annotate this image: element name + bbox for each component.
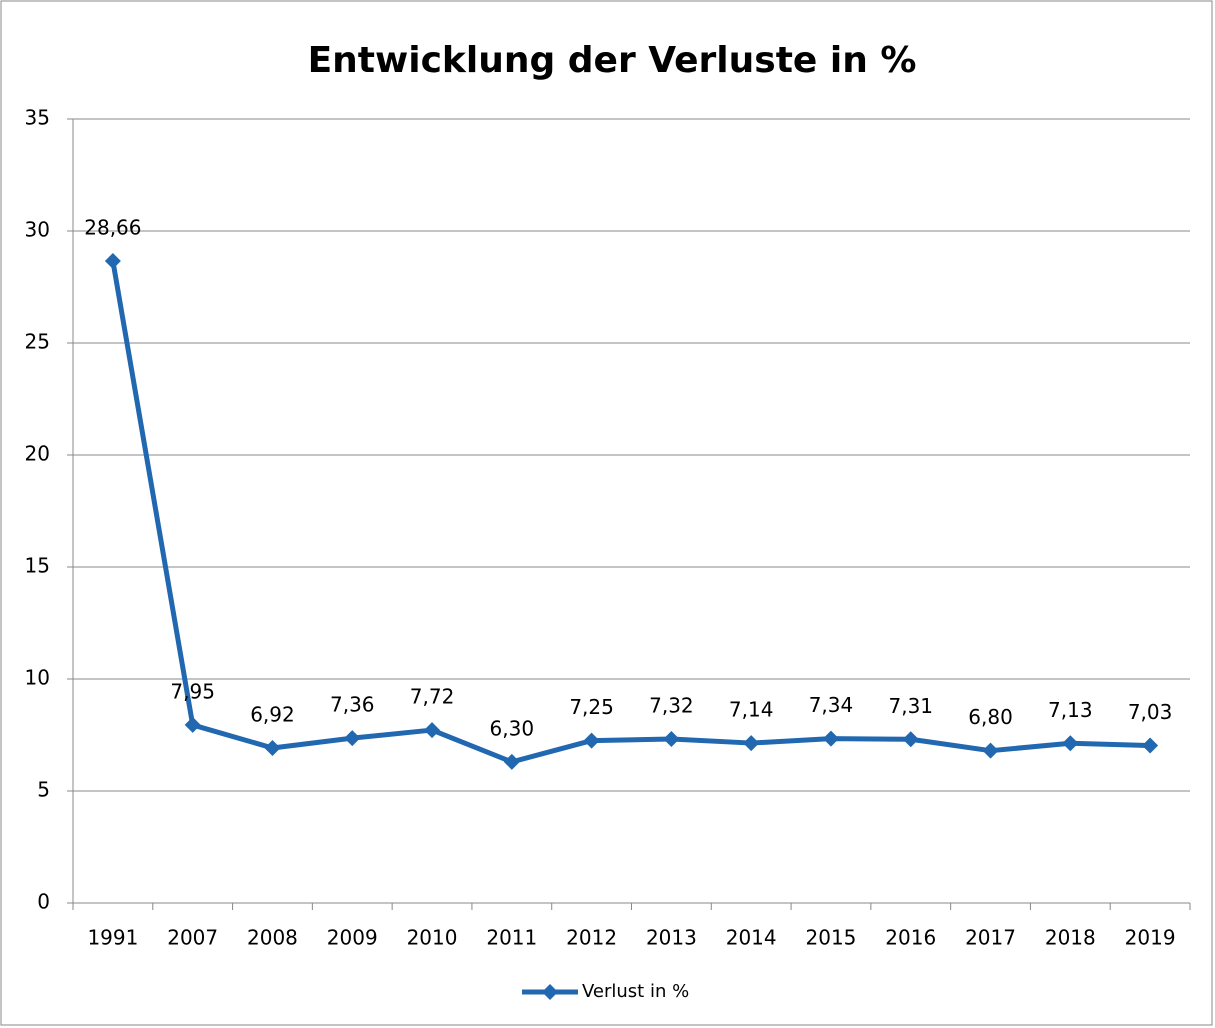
data-label: 7,14 [729,698,774,722]
data-label: 7,25 [569,695,614,719]
data-label: 7,95 [170,679,215,703]
x-tick-label: 2012 [566,926,617,950]
data-label: 7,36 [330,693,375,717]
x-tick-label: 2009 [327,926,378,950]
data-label: 7,72 [410,685,455,709]
data-point [1062,735,1079,752]
y-tick-label: 15 [25,554,50,578]
series-line [110,260,1151,765]
y-tick-label: 5 [37,778,50,802]
legend-label: Verlust in % [582,981,689,1002]
data-label: 6,92 [250,702,295,726]
x-tick-label: 1991 [87,926,138,950]
data-point [743,735,760,752]
data-label: 6,30 [490,716,535,740]
data-point [1142,737,1159,754]
data-label: 7,32 [649,694,694,718]
y-tick-label: 20 [25,442,50,466]
data-point [344,730,361,747]
data-point [902,731,919,748]
x-tick-label: 2018 [1045,926,1096,950]
y-tick-label: 0 [37,890,50,914]
y-tick-label: 25 [25,330,50,354]
data-point [184,716,201,733]
data-label: 28,66 [84,216,141,240]
x-tick-label: 2007 [167,926,218,950]
data-point [264,739,281,756]
data-point [822,730,839,747]
x-tick-label: 2011 [486,926,537,950]
x-tick-label: 2014 [726,926,777,950]
chart-title: Entwicklung der Verluste in % [308,40,917,81]
data-label: 7,31 [888,694,933,718]
x-tick-label: 2017 [965,926,1016,950]
legend-marker [542,984,558,1000]
data-point [663,731,680,748]
y-tick-label: 30 [25,218,50,242]
data-label: 7,03 [1128,700,1173,724]
x-tick-label: 2013 [646,926,697,950]
data-point [503,753,520,770]
data-label: 6,80 [968,705,1013,729]
x-tick-label: 2008 [247,926,298,950]
data-point [424,722,441,739]
x-tick-label: 2019 [1125,926,1176,950]
y-tick-label: 35 [25,106,50,130]
x-tick-label: 2016 [885,926,936,950]
data-point [982,742,999,759]
data-label: 7,13 [1048,698,1093,722]
y-tick-label: 10 [25,666,50,690]
x-tick-label: 2015 [806,926,857,950]
data-point [583,732,600,749]
data-point [104,253,121,270]
x-tick-label: 2010 [407,926,458,950]
data-label: 7,34 [809,693,854,717]
